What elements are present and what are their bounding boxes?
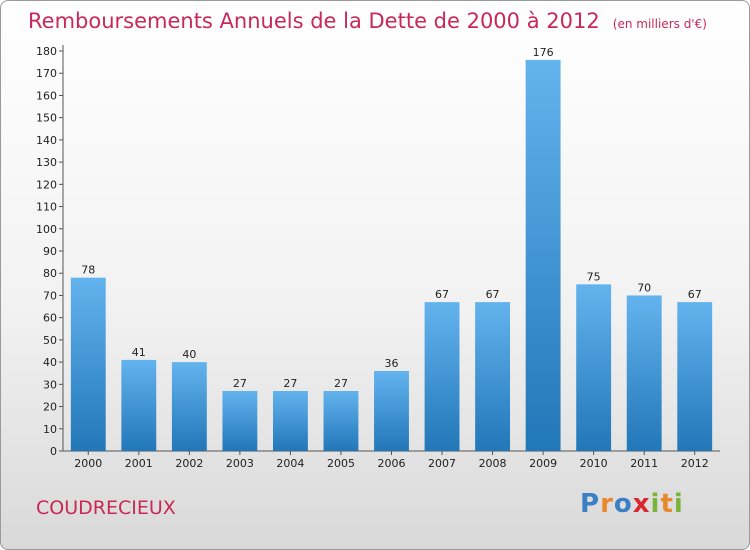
commune-name: COUDRECIEUX [36, 497, 176, 519]
bar-2002 [171, 362, 207, 451]
bar-2005 [323, 391, 359, 451]
y-tick-label: 140 [36, 134, 57, 147]
x-tick-label-2000: 2000 [74, 457, 102, 470]
y-tick-label: 20 [43, 401, 57, 414]
value-label-2002: 40 [182, 348, 196, 361]
value-label-2011: 70 [637, 281, 651, 294]
y-tick-label: 0 [50, 445, 57, 458]
chart-subtitle: (en milliers d'€) [612, 17, 707, 31]
bar-2008 [475, 302, 511, 451]
logo-letter: t [660, 489, 674, 519]
y-tick-label: 50 [43, 334, 57, 347]
bar-2003 [222, 391, 258, 451]
bar-2007 [424, 302, 460, 451]
y-tick-label: 110 [36, 201, 57, 214]
value-label-2005: 27 [334, 377, 348, 390]
x-tick-label-2011: 2011 [630, 457, 658, 470]
proxiti-logo: Proxiti [580, 489, 684, 519]
y-tick-label: 130 [36, 156, 57, 169]
bar-2012 [677, 302, 713, 451]
value-label-2008: 67 [486, 288, 500, 301]
bar-2011 [626, 295, 662, 451]
y-tick-label: 180 [36, 45, 57, 58]
value-label-2006: 36 [385, 357, 399, 370]
y-tick-label: 90 [43, 245, 57, 258]
bar-2004 [272, 391, 308, 451]
x-tick-label-2005: 2005 [327, 457, 355, 470]
logo-letter: x [632, 489, 651, 519]
value-label-2004: 27 [283, 377, 297, 390]
value-label-2003: 27 [233, 377, 247, 390]
x-tick-label-2010: 2010 [580, 457, 608, 470]
value-label-2012: 67 [688, 288, 702, 301]
x-tick-label-2012: 2012 [681, 457, 709, 470]
logo-letter: i [650, 489, 661, 519]
x-tick-label-2001: 2001 [125, 457, 153, 470]
value-label-2001: 41 [132, 346, 146, 359]
y-tick-label: 170 [36, 67, 57, 80]
x-tick-label-2003: 2003 [226, 457, 254, 470]
logo-letter: i [673, 489, 684, 519]
bar-2006 [374, 371, 409, 451]
logo-letter: r [600, 489, 614, 519]
y-tick-label: 150 [36, 112, 57, 125]
value-label-2007: 67 [435, 288, 449, 301]
value-label-2010: 75 [587, 270, 601, 283]
x-tick-label-2004: 2004 [276, 457, 304, 470]
title-block: Remboursements Annuels de la Dette de 20… [28, 9, 707, 33]
y-tick-label: 60 [43, 312, 57, 325]
x-tick-label-2002: 2002 [175, 457, 203, 470]
bar-2000 [70, 277, 106, 451]
y-tick-label: 120 [36, 178, 57, 191]
bar-2001 [121, 359, 157, 451]
chart-title: Remboursements Annuels de la Dette de 20… [28, 9, 600, 33]
value-label-2000: 78 [81, 264, 95, 277]
logo-letter: P [580, 489, 601, 519]
x-tick-label-2006: 2006 [378, 457, 406, 470]
y-tick-label: 30 [43, 378, 57, 391]
x-tick-label-2008: 2008 [479, 457, 507, 470]
y-tick-label: 100 [36, 223, 57, 236]
bar-2009 [525, 59, 561, 452]
logo-letter: o [613, 489, 633, 519]
bar-2010 [576, 284, 612, 451]
x-tick-label-2007: 2007 [428, 457, 456, 470]
x-tick-label-2009: 2009 [529, 457, 557, 470]
y-tick-label: 40 [43, 356, 57, 369]
y-tick-label: 70 [43, 289, 57, 302]
y-tick-label: 160 [36, 89, 57, 102]
y-tick-label: 10 [43, 423, 57, 436]
y-tick-label: 80 [43, 267, 57, 280]
value-label-2009: 176 [533, 46, 554, 59]
